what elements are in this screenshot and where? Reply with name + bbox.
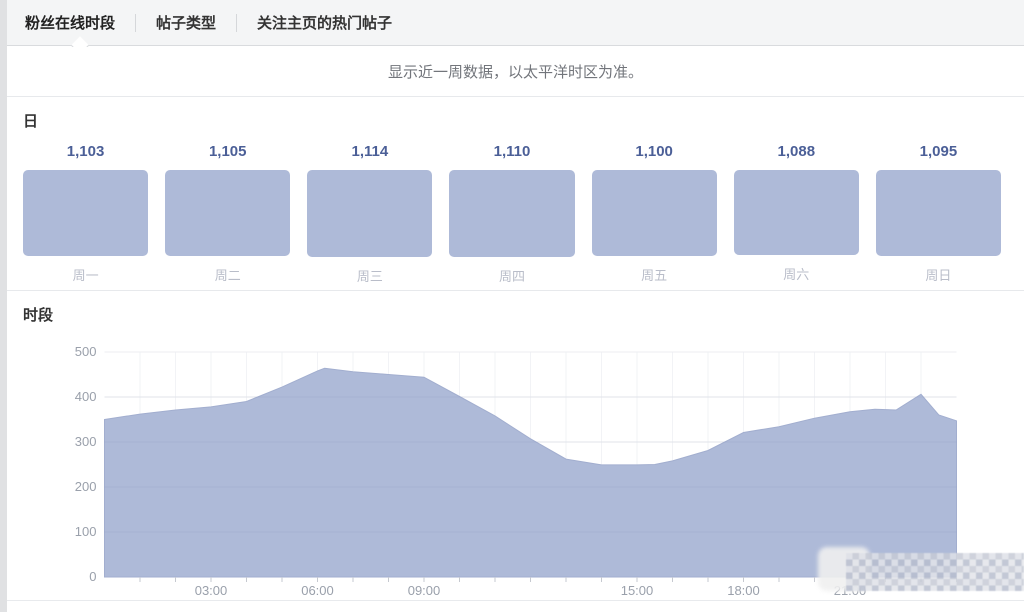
svg-text:03:00: 03:00 (195, 583, 228, 598)
day-value-label: 1,088 (777, 143, 816, 160)
tab-fans-online-time[interactable]: 粉丝在线时段 (25, 0, 135, 45)
day-column: 1,100 周五 (591, 143, 717, 285)
svg-text:200: 200 (75, 479, 97, 494)
svg-text:300: 300 (75, 434, 97, 449)
day-column: 1,110 周四 (449, 143, 575, 285)
timezone-note-text: 显示近一周数据，以太平洋时区为准。 (387, 64, 643, 81)
day-name-label: 周三 (356, 269, 383, 284)
day-value-label: 1,114 (351, 143, 389, 160)
svg-text:06:00: 06:00 (301, 583, 334, 598)
day-name-label: 周二 (214, 268, 241, 283)
svg-text:0: 0 (89, 569, 96, 584)
day-bar[interactable] (23, 170, 149, 256)
page-left-gutter (0, 0, 7, 612)
day-name-label: 周四 (498, 269, 525, 284)
day-column: 1,095 周日 (875, 143, 1001, 285)
svg-text:100: 100 (75, 524, 97, 539)
day-bar[interactable] (449, 170, 575, 257)
svg-text:21:00: 21:00 (834, 583, 867, 598)
hourly-fans-section: 时段 0 100 200 300 400 500 03:00 06:00 09:00 15:00 1… (7, 292, 1024, 612)
online-hours-area-chart[interactable]: 0 100 200 300 400 500 03:00 06:00 09:00 15:00 18:0… (0, 329, 1024, 603)
day-bar[interactable] (307, 170, 433, 257)
day-name-label: 周五 (641, 268, 668, 283)
timezone-note: 显示近一周数据，以太平洋时区为准。 (7, 47, 1024, 97)
daily-bars-chart: 1,103 周一 1,105 周二 1,114 周三 1,110 周四 1,100 周五 1,088… (23, 143, 1001, 285)
svg-text:400: 400 (75, 389, 97, 404)
day-value-label: 1,103 (66, 143, 105, 160)
day-column: 1,105 周二 (165, 143, 291, 285)
daily-section-title: 日 (23, 113, 39, 130)
insights-tabbar: 粉丝在线时段 帖子类型 关注主页的热门帖子 (7, 0, 1024, 46)
day-column: 1,103 周一 (23, 143, 149, 285)
day-value-label: 1,095 (919, 143, 958, 160)
day-value-label: 1,100 (635, 143, 673, 160)
daily-fans-section: 日 1,103 周一 1,105 周二 1,114 周三 1,110 周四 1,100 周五 1,0… (7, 98, 1024, 291)
svg-text:15:00: 15:00 (621, 583, 654, 598)
svg-text:18:00: 18:00 (727, 583, 760, 598)
svg-text:09:00: 09:00 (408, 583, 441, 598)
day-name-label: 周一 (72, 268, 99, 283)
day-bar[interactable] (165, 170, 291, 256)
hourly-section-title: 时段 (23, 307, 54, 324)
day-bar[interactable] (733, 170, 859, 255)
tab-divider (135, 13, 137, 32)
tab-top-posts-followed-pages[interactable]: 关注主页的热门帖子 (257, 15, 393, 32)
svg-text:500: 500 (75, 344, 97, 359)
tab-divider (236, 13, 238, 32)
day-value-label: 1,105 (208, 143, 247, 160)
day-value-label: 1,110 (493, 143, 531, 160)
day-name-label: 周日 (925, 268, 952, 283)
day-bar[interactable] (875, 170, 1001, 256)
tab-post-types[interactable]: 帖子类型 (156, 15, 217, 32)
day-column: 1,088 周六 (733, 143, 859, 285)
day-bar[interactable] (591, 170, 717, 256)
day-column: 1,114 周三 (307, 143, 433, 285)
day-name-label: 周六 (783, 267, 810, 282)
online-hours-chart-wrap: 0 100 200 300 400 500 03:00 06:00 09:00 15:00 18:0… (0, 329, 1024, 603)
